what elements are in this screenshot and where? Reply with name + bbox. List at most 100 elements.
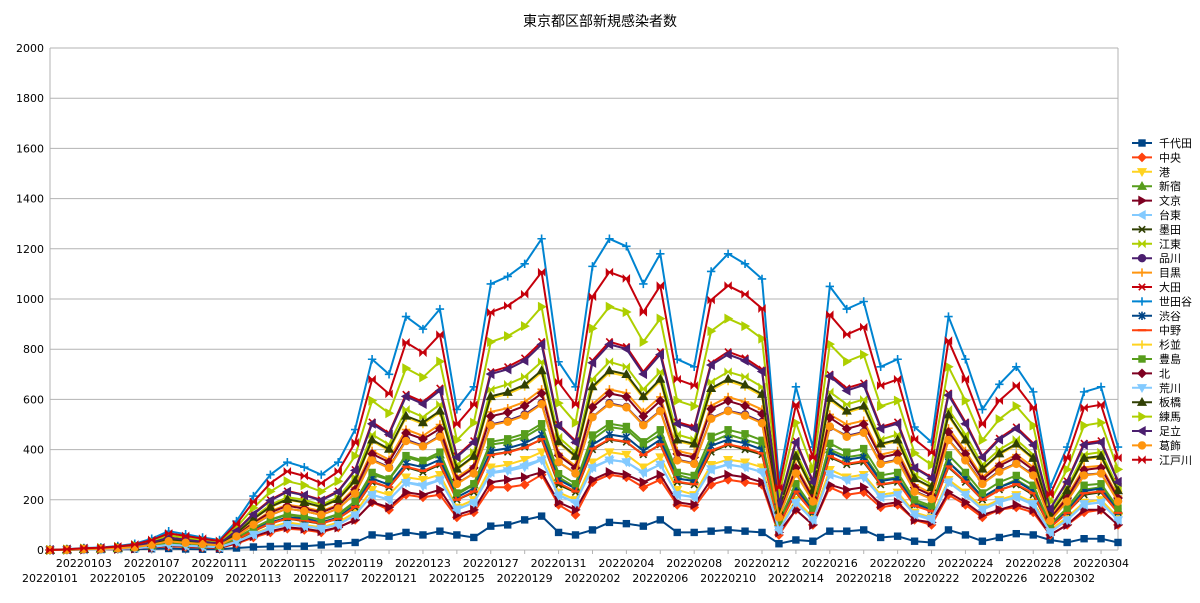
data-point xyxy=(553,436,564,446)
legend-label: 墨田 xyxy=(1159,223,1181,236)
data-point xyxy=(587,464,598,474)
data-point xyxy=(875,423,885,434)
data-point xyxy=(790,450,801,460)
data-point xyxy=(604,365,615,375)
data-point xyxy=(977,463,988,473)
data-point xyxy=(875,493,886,503)
legend-marker xyxy=(1136,396,1148,406)
x-tick-label: 20220208 xyxy=(666,557,722,570)
data-point xyxy=(468,450,479,460)
data-point xyxy=(351,538,359,547)
data-point xyxy=(807,476,817,488)
data-point xyxy=(502,407,513,418)
data-point xyxy=(775,540,783,548)
data-point xyxy=(571,531,580,539)
legend-label: 千代田 xyxy=(1159,137,1192,150)
x-tick-label: 20220103 xyxy=(56,557,112,570)
data-point xyxy=(622,362,631,372)
data-point xyxy=(875,438,886,448)
x-tick-label: 20220101 xyxy=(22,572,78,585)
data-point xyxy=(876,401,886,412)
data-point xyxy=(1012,529,1020,538)
data-point xyxy=(706,460,717,470)
data-point xyxy=(334,467,342,476)
data-point xyxy=(1029,471,1038,480)
series-22 xyxy=(45,399,1123,555)
legend-item: 荒川 xyxy=(1132,382,1181,395)
data-point xyxy=(860,526,868,534)
data-point xyxy=(519,479,530,490)
legend-marker xyxy=(1138,311,1146,320)
data-point xyxy=(470,417,480,428)
data-point xyxy=(470,504,480,515)
data-point xyxy=(638,411,649,422)
legend-marker xyxy=(1136,384,1148,394)
data-point xyxy=(283,542,292,550)
data-point xyxy=(485,391,496,401)
x-tick-label: 20220302 xyxy=(1039,572,1095,585)
data-point xyxy=(724,469,734,480)
y-tick-label: 1800 xyxy=(16,92,44,105)
data-point xyxy=(876,381,885,391)
data-point xyxy=(994,497,1005,507)
data-point xyxy=(486,279,495,289)
data-point xyxy=(300,480,310,491)
data-point xyxy=(927,448,936,458)
legend-label: 世田谷 xyxy=(1159,295,1192,308)
data-point xyxy=(333,494,344,503)
data-point xyxy=(300,471,308,481)
data-point xyxy=(740,259,750,269)
legend-marker xyxy=(1138,239,1146,249)
data-point xyxy=(893,532,902,540)
legend-marker xyxy=(1136,425,1146,437)
data-point xyxy=(383,429,393,440)
data-point xyxy=(503,444,512,453)
data-point xyxy=(639,279,648,289)
data-point xyxy=(757,274,767,284)
data-point xyxy=(436,330,444,340)
data-point xyxy=(554,469,563,478)
data-point xyxy=(1078,439,1088,450)
data-point xyxy=(300,542,308,550)
data-point xyxy=(605,399,614,409)
data-point xyxy=(487,336,496,347)
data-point xyxy=(519,401,530,411)
data-point xyxy=(689,459,699,469)
data-point xyxy=(537,512,546,520)
data-point xyxy=(621,458,632,468)
data-point xyxy=(1011,438,1022,448)
data-point xyxy=(943,409,954,419)
data-point xyxy=(994,434,1004,445)
data-point xyxy=(1045,516,1055,526)
data-point xyxy=(758,333,768,344)
data-point xyxy=(383,443,395,453)
data-point xyxy=(401,436,411,446)
data-point xyxy=(419,372,429,383)
data-point xyxy=(1012,471,1020,480)
data-point xyxy=(368,430,376,439)
data-point xyxy=(860,394,868,404)
data-point xyxy=(1080,420,1090,431)
data-point xyxy=(809,453,817,463)
data-point xyxy=(367,486,378,495)
legend-item: 千代田 xyxy=(1132,137,1192,150)
series-line xyxy=(49,422,1119,551)
data-point xyxy=(690,471,698,480)
data-point xyxy=(587,381,598,391)
data-point xyxy=(843,448,851,456)
data-point xyxy=(673,528,681,537)
data-point xyxy=(1063,453,1071,463)
data-point xyxy=(384,463,394,473)
data-point xyxy=(809,464,819,475)
legend-label: 江戸川 xyxy=(1159,454,1192,467)
data-point xyxy=(1114,453,1122,463)
legend-item: 新宿 xyxy=(1132,179,1181,193)
data-point xyxy=(587,402,598,413)
data-point xyxy=(741,430,749,438)
data-point xyxy=(1012,459,1021,469)
data-point xyxy=(639,421,648,430)
legend-marker xyxy=(1137,340,1147,349)
data-point xyxy=(283,504,292,513)
data-point xyxy=(502,386,513,396)
data-point xyxy=(1028,500,1039,510)
